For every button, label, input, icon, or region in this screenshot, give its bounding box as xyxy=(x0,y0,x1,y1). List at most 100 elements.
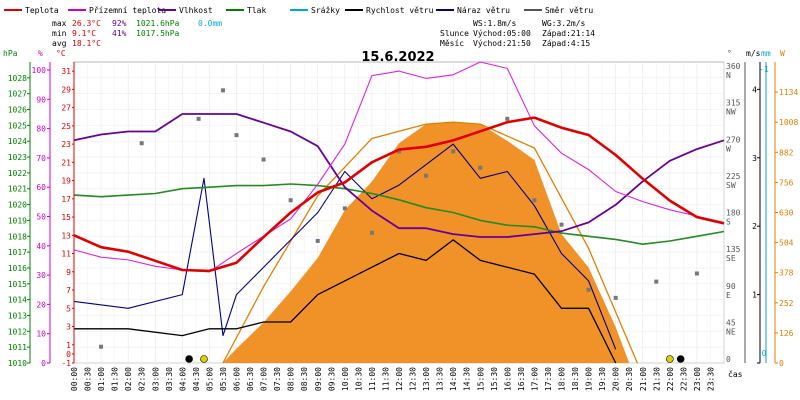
tick-label-w: 882 xyxy=(779,148,794,157)
tick-label-hpa: 1028 xyxy=(8,74,27,83)
tick-label-pct: 40 xyxy=(36,242,46,251)
wind-direction-point xyxy=(586,287,591,292)
tick-label-time: 08:30 xyxy=(300,367,309,391)
legend-label: Směr větru xyxy=(545,6,593,15)
tick-label-time: 12:30 xyxy=(409,367,418,391)
tick-label-degc: 29 xyxy=(61,85,71,94)
tick-label-time: 11:00 xyxy=(368,367,377,391)
tick-label-time: 15:00 xyxy=(476,367,485,391)
series-layer xyxy=(73,61,725,364)
tick-label-time: 00:00 xyxy=(70,367,79,391)
chart-title: 15.6.2022 xyxy=(361,50,434,65)
tick-label-pct: 60 xyxy=(36,183,46,192)
tick-label-time: 16:00 xyxy=(503,367,512,391)
tick-label-pct: 10 xyxy=(36,330,46,339)
tick-label-dir: 0 xyxy=(726,355,731,364)
solar-radiation-fill xyxy=(222,122,630,363)
tick-label-time: 02:30 xyxy=(138,367,147,391)
humidity-line xyxy=(73,113,725,238)
tick-label-dir: 135 xyxy=(726,245,741,254)
tick-label-hpa: 1014 xyxy=(8,296,27,305)
stats-block: max 26.3°C 92% 1021.6hPa 0.0mm min 9.1°C… xyxy=(52,19,595,48)
tick-label-w: 126 xyxy=(779,329,794,338)
tick-label-degc: 1 xyxy=(66,341,71,350)
tick-label-time: 06:30 xyxy=(246,367,255,391)
tick-label-dir-compass: E xyxy=(726,291,731,300)
tick-label-time: 19:00 xyxy=(585,367,594,391)
tick-label-time: 07:00 xyxy=(260,367,269,391)
tick-label-pct: 50 xyxy=(36,213,46,222)
wind-direction-point xyxy=(424,173,429,178)
stat-max-press: 1021.6hPa xyxy=(136,19,180,28)
sun-set: Západ:21:14 xyxy=(542,29,595,38)
tick-label-mm: 0 xyxy=(762,349,767,358)
tick-label-time: 22:30 xyxy=(679,367,688,391)
tick-label-time: 17:00 xyxy=(530,367,539,391)
moon-rise: Východ:21:50 xyxy=(473,39,531,48)
tick-label-time: 21:30 xyxy=(652,367,661,391)
tick-label-hpa: 1012 xyxy=(8,327,27,336)
tick-label-dir-compass: NE xyxy=(726,327,736,336)
tick-label-dir-compass: SE xyxy=(726,254,736,263)
tick-label-hpa: 1015 xyxy=(8,280,27,289)
wind-speed-line xyxy=(74,239,617,364)
wind-wg: WG:3.2m/s xyxy=(542,19,586,28)
tick-label-hpa: 1024 xyxy=(8,137,27,146)
wind-direction-point xyxy=(288,198,293,203)
legend-label: Srážky xyxy=(311,6,340,15)
tick-label-hpa: 1011 xyxy=(8,343,27,352)
wind-direction-point xyxy=(613,295,618,300)
tick-label-hpa: 1018 xyxy=(8,232,27,241)
tick-label-time: 13:00 xyxy=(422,367,431,391)
axis-w-label: W xyxy=(780,49,785,58)
tick-label-hpa: 1010 xyxy=(8,359,27,368)
tick-label-time: 17:30 xyxy=(544,367,553,391)
tick-label-ms: 3 xyxy=(752,154,757,163)
stat-max-hum: 92% xyxy=(112,19,127,28)
wind-direction-point xyxy=(505,116,510,121)
stat-min-temp: 9.1°C xyxy=(72,29,96,38)
wind-direction-point xyxy=(196,116,201,121)
tick-label-ms: 4 xyxy=(752,85,757,94)
tick-label-time: 06:00 xyxy=(233,367,242,391)
wind-direction-point xyxy=(654,279,659,284)
tick-label-pct: 100 xyxy=(32,66,47,75)
tick-label-hpa: 1025 xyxy=(8,121,27,130)
tick-label-time: 13:30 xyxy=(436,367,445,391)
tick-label-dir: 270 xyxy=(726,135,741,144)
tick-label-time: 21:00 xyxy=(639,367,648,391)
legend-label: Tlak xyxy=(247,6,266,15)
tick-label-time: 18:00 xyxy=(558,367,567,391)
tick-label-hpa: 1027 xyxy=(8,90,27,99)
sun-moon-marker xyxy=(185,355,193,363)
tick-label-degc: -1 xyxy=(61,359,71,368)
tick-label-time: 01:30 xyxy=(111,367,120,391)
tick-label-degc: 13 xyxy=(61,231,71,240)
tick-label-time: 19:30 xyxy=(598,367,607,391)
stat-avg-temp: 18.1°C xyxy=(72,39,101,48)
wind-direction-point xyxy=(139,141,144,146)
stat-avg-label: avg xyxy=(52,39,67,48)
tick-label-degc: 15 xyxy=(61,213,71,222)
tick-label-time: 08:00 xyxy=(287,367,296,391)
tick-label-dir-compass: N xyxy=(726,71,731,80)
tick-label-ms: 2 xyxy=(752,222,757,231)
tick-label-pct: 80 xyxy=(36,125,46,134)
tick-label-degc: 31 xyxy=(61,67,71,76)
tick-label-time: 14:30 xyxy=(463,367,472,391)
stat-max-temp: 26.3°C xyxy=(72,19,101,28)
moon-label: Měsíc xyxy=(440,39,464,48)
chart-legend: Teplota Přízemní teplota Vlhkost Tlak Srážky… xyxy=(4,6,593,15)
legend-label: Vlhkost xyxy=(179,6,213,15)
axes-layer: 1010101110121013101410151016101710181019… xyxy=(8,62,798,391)
tick-label-dir: 45 xyxy=(726,318,736,327)
wind-direction-point xyxy=(559,222,564,227)
tick-label-hpa: 1020 xyxy=(8,201,27,210)
sun-moon-marker xyxy=(676,355,685,363)
clear-sky-radiation-line xyxy=(222,121,638,364)
tick-label-dir-compass: W xyxy=(726,144,731,153)
stat-max-label: max xyxy=(52,19,67,28)
stat-max-rain: 0.0mm xyxy=(198,19,222,28)
wind-direction-point xyxy=(99,344,104,349)
